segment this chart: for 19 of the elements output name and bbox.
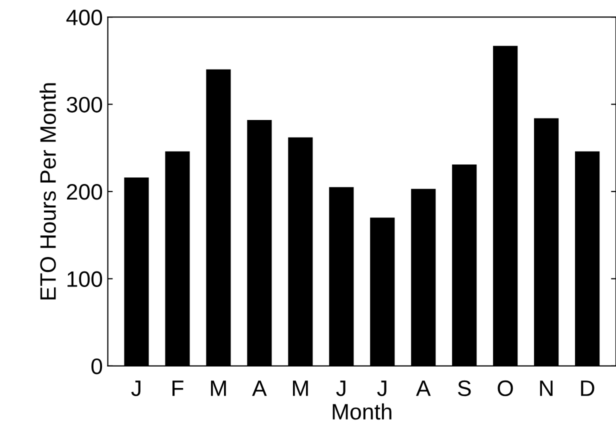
x-tick-label: F xyxy=(172,380,184,396)
x-tick-label: D xyxy=(581,380,594,396)
x-tick-label: A xyxy=(416,380,431,396)
x-tick-label: S xyxy=(458,380,471,396)
x-axis-title: Month xyxy=(332,403,392,420)
x-tick-label: M xyxy=(211,380,226,396)
y-tick-label: 200 xyxy=(66,184,102,200)
x-tick-label: O xyxy=(498,380,513,396)
y-tick-label: 400 xyxy=(66,10,102,26)
y-tick-label: 0 xyxy=(91,358,102,374)
x-tick-label: J xyxy=(377,380,386,396)
x-tick-label: N xyxy=(540,380,553,396)
x-tick-label: J xyxy=(131,380,140,396)
x-tick-label: J xyxy=(336,380,346,396)
y-tick-label: 300 xyxy=(66,96,102,113)
y-tick-label: 100 xyxy=(68,271,102,287)
x-tick-label: A xyxy=(252,380,267,396)
x-tick-label: M xyxy=(292,380,308,396)
y-axis-title: ETO Hours Per Month xyxy=(40,83,56,300)
